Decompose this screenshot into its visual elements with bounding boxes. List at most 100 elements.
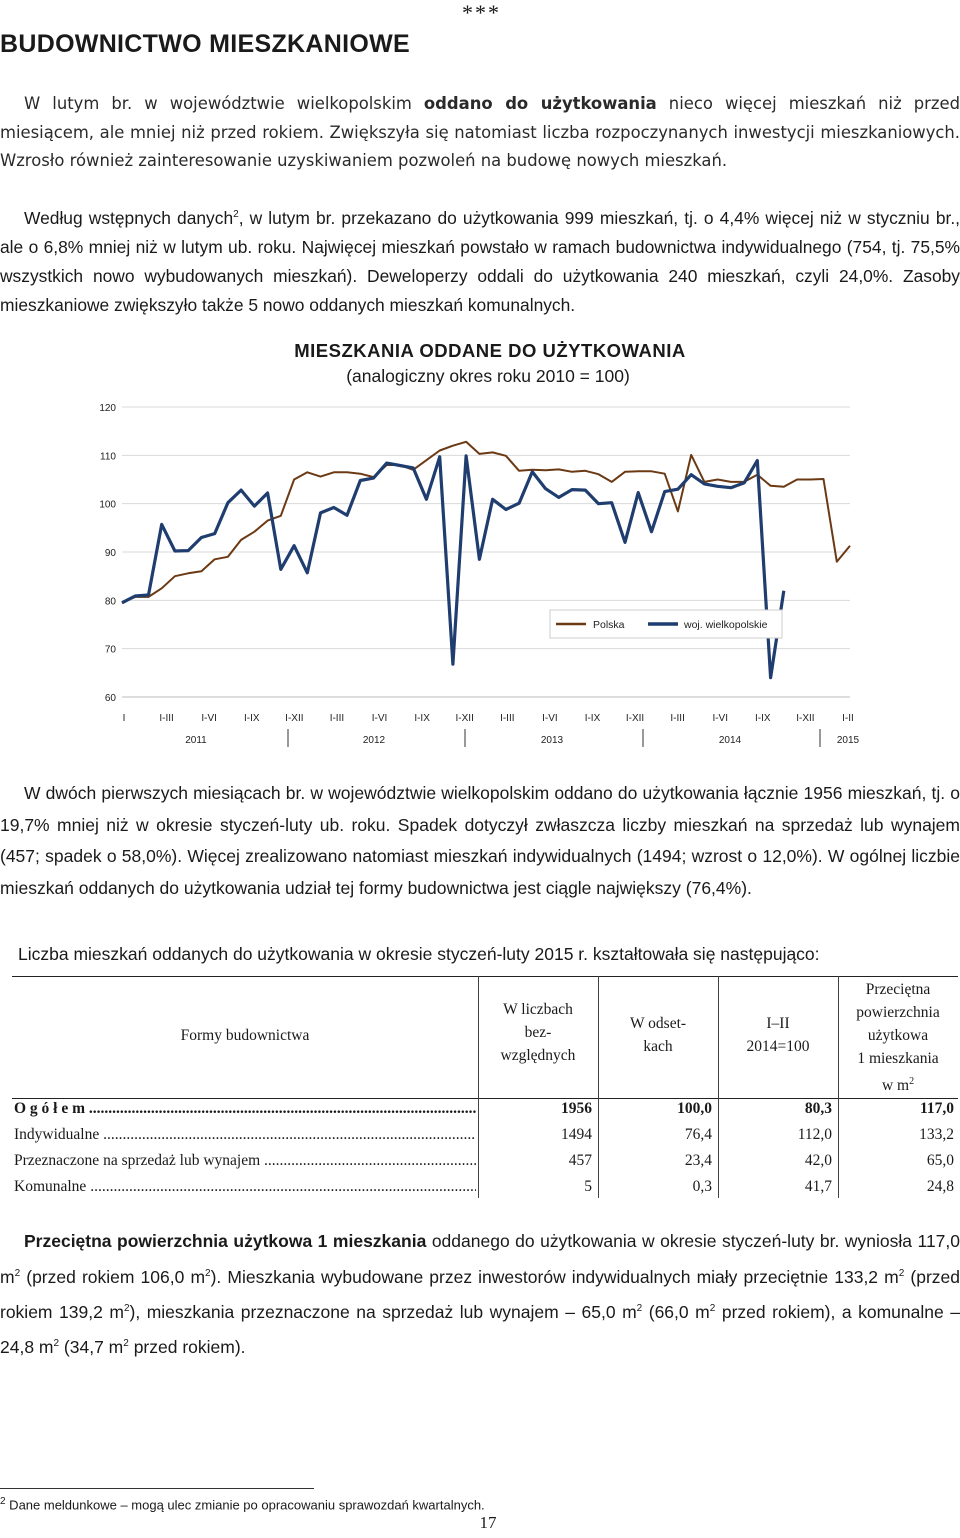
header-area-sup: 2 [909, 1076, 915, 1087]
x-tick-label: I-VI [712, 713, 728, 724]
header-absolute-line: bez- [524, 1024, 552, 1041]
footnote-separator [0, 1488, 314, 1489]
y-tick-label: 80 [105, 596, 117, 607]
x-tick-label: I-IX [414, 713, 430, 724]
section-divider-stars: *** [462, 0, 501, 25]
series-line-polska [121, 440, 851, 604]
x-tick-label: I-IX [585, 713, 601, 724]
y-tick-label: 60 [105, 693, 117, 704]
x-tick-label: I-III [670, 713, 684, 724]
x-tick-label: I-III [500, 713, 514, 724]
superscript: 2 [205, 1267, 211, 1279]
cell-area: 133,2 [919, 1126, 954, 1143]
cell-absolute: 1956 [561, 1100, 592, 1117]
cell-index: 41,7 [804, 1178, 832, 1195]
para4-text: (przed rokiem 106,0 m [20, 1266, 206, 1287]
table-row-total: O g ó ł e m 1956 100,0 80,3 117,0 [12, 1100, 958, 1126]
header-area-line: 1 mieszkania [857, 1050, 939, 1067]
para4-text: przed rokiem), a komunalne – 24,8 m [0, 1301, 960, 1357]
superscript: 2 [123, 1338, 129, 1350]
para4-text: (przed rokiem 139,2 m [0, 1266, 960, 1322]
legend-label-polska: Polska [593, 619, 625, 631]
table-row: Indywidualne 1494 76,4 112,0 133,2 [12, 1126, 958, 1152]
x-tick-label: I-VI [372, 713, 388, 724]
x-tick-label: I-XII [796, 713, 814, 724]
cell-area: 24,8 [926, 1178, 954, 1195]
row-label: Komunalne [14, 1178, 476, 1196]
paragraph-intro: W lutym br. w województwie wielkopolskim… [0, 90, 960, 176]
section-heading: BUDOWNICTWO MIESZKANIOWE [0, 30, 410, 58]
header-area-line: powierzchnia [856, 1004, 940, 1021]
y-tick-label: 120 [99, 403, 116, 414]
cell-percent: 100,0 [677, 1100, 712, 1117]
y-tick-label: 110 [100, 451, 116, 462]
superscript: 2 [636, 1302, 643, 1314]
table-column-divider [478, 976, 479, 1198]
superscript: 2 [53, 1338, 60, 1350]
cell-absolute: 1494 [561, 1126, 592, 1143]
y-tick-label: 90 [105, 548, 117, 559]
x-tick-label: I-IX [755, 713, 771, 724]
year-label: 2015 [837, 735, 860, 746]
x-tick-label: I-IX [244, 713, 260, 724]
page-number: 17 [479, 1513, 497, 1532]
year-label: 2011 [185, 735, 207, 746]
header-index-line: I–II [766, 1015, 790, 1032]
footnote-ref: 2 [233, 209, 239, 220]
header-forms: Formy budownictwa [180, 1027, 310, 1044]
cell-percent: 76,4 [684, 1126, 712, 1143]
x-tick-label: I [123, 713, 126, 724]
x-tick-label: I-VI [542, 713, 558, 724]
header-percent-line: kach [643, 1038, 673, 1055]
paragraph-two-months: W dwóch pierwszych miesiącach br. w woje… [0, 783, 960, 898]
header-avg-area: Przeciętna powierzchnia użytkowa 1 miesz… [838, 978, 958, 1097]
x-tick-labels: I I-III I-VI I-IX I-XII I-III I-VI I-IX I-XII I-I… [123, 713, 854, 724]
legend: Polska woj. wielkopolskie [549, 609, 783, 639]
x-tick-label: I-XII [456, 713, 474, 724]
superscript: 2 [709, 1302, 716, 1314]
paragraph-average-area: Przeciętna powierzchnia użytkowa 1 miesz… [0, 1226, 960, 1363]
y-tick-label: 70 [105, 645, 117, 656]
cell-percent: 0,3 [692, 1178, 712, 1195]
row-label: O g ó ł e m [14, 1100, 476, 1118]
row-label: Przeznaczone na sprzedaż lub wynajem [14, 1152, 476, 1170]
paragraph-preliminary-data: Według wstępnych danych2, w lutym br. pr… [0, 200, 960, 320]
para1-bold: oddano do użytkowania [423, 94, 657, 113]
x-tick-label: I-II [842, 713, 854, 724]
header-area-line: Przeciętna [865, 981, 931, 998]
year-labels: 2011 2012 2013 2014 2015 [185, 729, 860, 747]
para4-text: (66,0 m [642, 1301, 710, 1322]
table-column-divider [838, 976, 839, 1198]
para4-text: oddanego do użytkowania w okresie stycze… [0, 1231, 960, 1287]
chart-title: MIESZKANIA ODDANE DO UŻYTKOWANIA [294, 340, 686, 361]
header-absolute: W liczbach bez- względnych [478, 998, 598, 1067]
para2-text-2: , w lutym br. przekazano do użytkowania … [0, 207, 960, 315]
cell-absolute: 5 [584, 1178, 592, 1195]
para4-text: (34,7 m [59, 1336, 124, 1357]
para4-text: przed rokiem). [128, 1336, 246, 1357]
cell-area: 65,0 [926, 1152, 954, 1169]
y-tick-label: 100 [99, 500, 116, 511]
year-label: 2012 [363, 735, 386, 746]
grid-lines [122, 406, 850, 698]
header-percent-line: W odset- [629, 1015, 687, 1032]
cell-index: 42,0 [804, 1152, 832, 1169]
y-tick-labels: 60 70 80 90 100 110 120 [99, 403, 116, 704]
cell-absolute: 457 [568, 1152, 592, 1169]
line-chart: 60 70 80 90 100 110 120 I I-III I-VI I-IX I-XII I-I… [99, 403, 860, 747]
header-absolute-line: W liczbach [503, 1001, 573, 1018]
table-column-divider [598, 976, 599, 1198]
header-percent: W odset- kach [598, 1012, 718, 1058]
para4-text: ), mieszkania przeznaczone na sprzedaż l… [129, 1301, 637, 1322]
header-area-line: użytkowa [867, 1027, 929, 1044]
table-row: Przeznaczone na sprzedaż lub wynajem 457… [12, 1152, 958, 1178]
x-tick-label: I-VI [201, 713, 217, 724]
header-absolute-line: względnych [500, 1047, 576, 1064]
x-tick-label: I-XII [626, 713, 644, 724]
table-intro: Liczba mieszkań oddanych do użytkowania … [18, 944, 820, 964]
para4-text: ). Mieszkania wybudowane przez inwestoró… [210, 1266, 899, 1287]
header-index-line: 2014=100 [746, 1038, 810, 1055]
superscript: 2 [898, 1267, 905, 1279]
x-tick-label: I-XII [285, 713, 303, 724]
cell-index: 112,0 [797, 1126, 832, 1143]
